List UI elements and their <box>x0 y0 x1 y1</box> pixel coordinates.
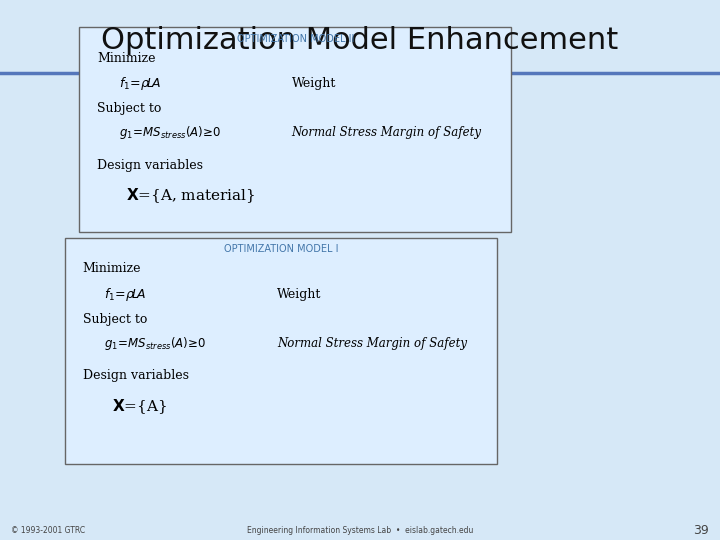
Text: Normal Stress Margin of Safety: Normal Stress Margin of Safety <box>292 126 482 139</box>
Text: OPTIMIZATION MODEL II: OPTIMIZATION MODEL II <box>236 34 354 44</box>
Text: OPTIMIZATION MODEL I: OPTIMIZATION MODEL I <box>223 245 338 254</box>
Text: Weight: Weight <box>277 288 322 301</box>
Text: Minimize: Minimize <box>97 52 156 65</box>
Text: Normal Stress Margin of Safety: Normal Stress Margin of Safety <box>277 337 467 350</box>
Text: 39: 39 <box>693 524 709 537</box>
Text: Subject to: Subject to <box>83 313 147 326</box>
Text: $f_1\!=\!\rho\!L\!A$: $f_1\!=\!\rho\!L\!A$ <box>104 286 147 303</box>
Text: Design variables: Design variables <box>97 159 203 172</box>
Text: Minimize: Minimize <box>83 262 141 275</box>
Text: Design variables: Design variables <box>83 369 189 382</box>
Text: $g_1\!=\!MS_{stress}(A)\!\geq\!0$: $g_1\!=\!MS_{stress}(A)\!\geq\!0$ <box>119 124 221 141</box>
Text: © 1993-2001 GTRC: © 1993-2001 GTRC <box>11 526 85 535</box>
Text: Optimization Model Enhancement: Optimization Model Enhancement <box>102 26 618 55</box>
Text: Weight: Weight <box>292 77 336 90</box>
FancyBboxPatch shape <box>79 27 511 232</box>
Text: $f_1\!=\!\rho\!L\!A$: $f_1\!=\!\rho\!L\!A$ <box>119 75 161 92</box>
Text: $\bf{X}$={A}: $\bf{X}$={A} <box>112 397 166 416</box>
Text: Engineering Information Systems Lab  •  eislab.gatech.edu: Engineering Information Systems Lab • ei… <box>247 526 473 535</box>
Text: $g_1\!=\!MS_{stress}(A)\!\geq\!0$: $g_1\!=\!MS_{stress}(A)\!\geq\!0$ <box>104 335 207 352</box>
Text: $\bf{X}$={A, material}: $\bf{X}$={A, material} <box>126 186 256 205</box>
FancyBboxPatch shape <box>65 238 497 464</box>
Text: Subject to: Subject to <box>97 103 161 116</box>
